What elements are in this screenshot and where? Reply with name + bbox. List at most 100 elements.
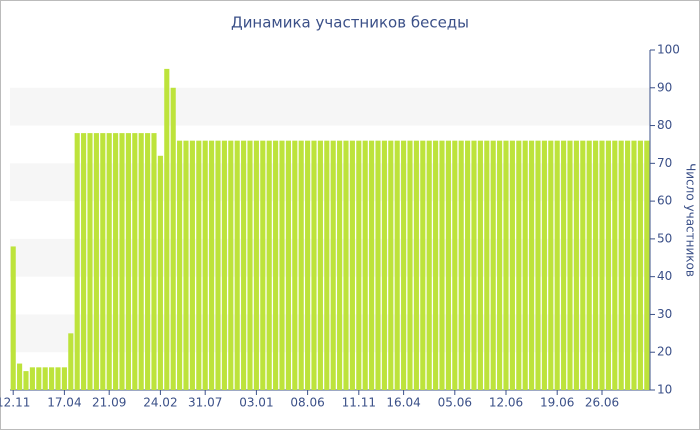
bar bbox=[394, 140, 400, 390]
bar bbox=[253, 140, 259, 390]
y-tick-label: 100 bbox=[657, 43, 680, 57]
x-tick-label: 05.06 bbox=[438, 396, 472, 410]
bar bbox=[337, 140, 343, 390]
bar bbox=[183, 140, 189, 390]
bar bbox=[324, 140, 330, 390]
bar bbox=[177, 140, 183, 390]
bar bbox=[311, 140, 317, 390]
bar bbox=[119, 133, 125, 390]
bar bbox=[548, 140, 554, 390]
bar bbox=[522, 140, 528, 390]
bar bbox=[55, 367, 61, 390]
bar bbox=[490, 140, 496, 390]
bar bbox=[407, 140, 413, 390]
grid-band bbox=[10, 163, 650, 202]
bar bbox=[593, 140, 599, 390]
bar bbox=[305, 140, 311, 390]
bar bbox=[445, 140, 451, 390]
bar bbox=[554, 140, 560, 390]
bar bbox=[273, 140, 279, 390]
bar bbox=[132, 133, 138, 390]
bar bbox=[388, 140, 394, 390]
bar bbox=[145, 133, 151, 390]
x-tick-label: 11.11 bbox=[342, 396, 376, 410]
bar bbox=[637, 140, 643, 390]
bar bbox=[247, 140, 253, 390]
bar bbox=[349, 140, 355, 390]
bar bbox=[529, 140, 535, 390]
x-tick-label: 03.01 bbox=[239, 396, 273, 410]
y-tick-label: 80 bbox=[657, 118, 672, 132]
bar bbox=[157, 155, 163, 390]
bar bbox=[100, 133, 106, 390]
bar bbox=[586, 140, 592, 390]
x-tick-label: 17.04 bbox=[47, 396, 81, 410]
bar bbox=[113, 133, 119, 390]
x-tick-label: 19.06 bbox=[540, 396, 574, 410]
bar bbox=[618, 140, 624, 390]
bar bbox=[503, 140, 509, 390]
x-tick-label: 31.07 bbox=[188, 396, 222, 410]
bar bbox=[49, 367, 55, 390]
x-tick-label: 16.04 bbox=[386, 396, 420, 410]
y-tick-label: 30 bbox=[657, 307, 672, 321]
bar bbox=[228, 140, 234, 390]
bar bbox=[266, 140, 272, 390]
bar bbox=[381, 140, 387, 390]
bar bbox=[413, 140, 419, 390]
bar bbox=[125, 133, 131, 390]
bar bbox=[465, 140, 471, 390]
bar bbox=[439, 140, 445, 390]
grid-band bbox=[10, 314, 650, 353]
bar bbox=[138, 133, 144, 390]
bar bbox=[61, 367, 67, 390]
bar bbox=[375, 140, 381, 390]
bar bbox=[151, 133, 157, 390]
bar bbox=[23, 371, 29, 390]
bar bbox=[420, 140, 426, 390]
bar bbox=[285, 140, 291, 390]
bar bbox=[625, 140, 631, 390]
bar bbox=[330, 140, 336, 390]
bar bbox=[516, 140, 522, 390]
bar bbox=[541, 140, 547, 390]
bar bbox=[477, 140, 483, 390]
bar bbox=[362, 140, 368, 390]
bar bbox=[356, 140, 362, 390]
bar bbox=[260, 140, 266, 390]
bar bbox=[241, 140, 247, 390]
bar bbox=[599, 140, 605, 390]
bar bbox=[234, 140, 240, 390]
bar bbox=[93, 133, 99, 390]
bar bbox=[631, 140, 637, 390]
x-tick-label: 26.06 bbox=[585, 396, 619, 410]
bar bbox=[567, 140, 573, 390]
grid-band bbox=[10, 87, 650, 126]
bar bbox=[433, 140, 439, 390]
y-tick-label: 40 bbox=[657, 269, 672, 283]
bar bbox=[68, 333, 74, 390]
bar bbox=[605, 140, 611, 390]
y-tick-label: 60 bbox=[657, 194, 672, 208]
y-tick-label: 70 bbox=[657, 156, 672, 170]
bar bbox=[644, 140, 650, 390]
bar bbox=[17, 363, 23, 390]
y-axis-label: Число участников bbox=[684, 163, 698, 277]
bar bbox=[535, 140, 541, 390]
x-tick-label: 21.09 bbox=[92, 396, 126, 410]
bar bbox=[612, 140, 618, 390]
bar bbox=[196, 140, 202, 390]
bar bbox=[292, 140, 298, 390]
bar bbox=[401, 140, 407, 390]
bar bbox=[580, 140, 586, 390]
grid-band bbox=[10, 238, 650, 277]
bar bbox=[36, 367, 42, 390]
y-tick-label: 50 bbox=[657, 231, 672, 245]
x-tick-label: 12.11 bbox=[0, 396, 30, 410]
x-tick-label: 08.06 bbox=[290, 396, 324, 410]
bar bbox=[471, 140, 477, 390]
bar bbox=[202, 140, 208, 390]
bar bbox=[317, 140, 323, 390]
bar bbox=[561, 140, 567, 390]
bar bbox=[497, 140, 503, 390]
